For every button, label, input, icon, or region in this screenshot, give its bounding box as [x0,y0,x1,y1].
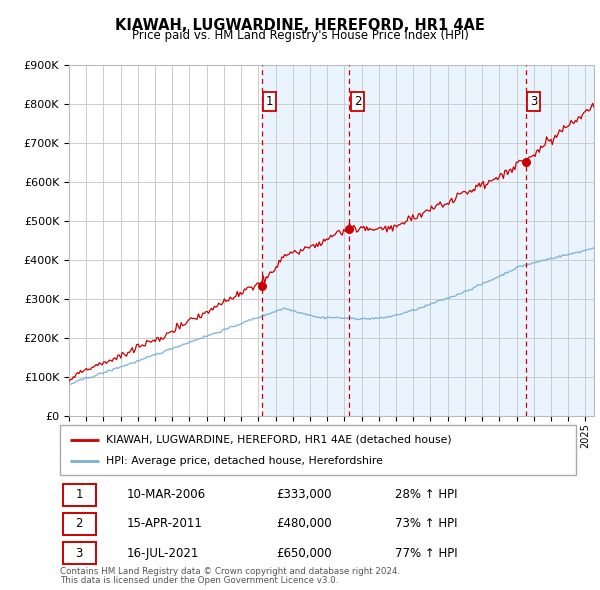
Bar [262,65,594,416]
FancyBboxPatch shape [62,484,96,506]
Text: This data is licensed under the Open Government Licence v3.0.: This data is licensed under the Open Gov… [60,576,338,585]
Text: 2: 2 [354,95,361,108]
Text: Contains HM Land Registry data © Crown copyright and database right 2024.: Contains HM Land Registry data © Crown c… [60,568,400,576]
Text: Price paid vs. HM Land Registry's House Price Index (HPI): Price paid vs. HM Land Registry's House … [131,30,469,42]
Text: 1: 1 [266,95,274,108]
Text: £333,000: £333,000 [277,489,332,502]
Text: 77% ↑ HPI: 77% ↑ HPI [395,546,458,559]
FancyBboxPatch shape [62,513,96,535]
Text: KIAWAH, LUGWARDINE, HEREFORD, HR1 4AE (detached house): KIAWAH, LUGWARDINE, HEREFORD, HR1 4AE (d… [106,435,452,445]
Text: HPI: Average price, detached house, Herefordshire: HPI: Average price, detached house, Here… [106,456,383,466]
FancyBboxPatch shape [62,542,96,564]
Text: 16-JUL-2021: 16-JUL-2021 [127,546,199,559]
Text: 2: 2 [76,517,83,530]
Text: 3: 3 [76,546,83,559]
Text: 1: 1 [76,489,83,502]
Text: KIAWAH, LUGWARDINE, HEREFORD, HR1 4AE: KIAWAH, LUGWARDINE, HEREFORD, HR1 4AE [115,18,485,32]
Text: 10-MAR-2006: 10-MAR-2006 [127,489,206,502]
Text: 3: 3 [530,95,538,108]
Text: £650,000: £650,000 [277,546,332,559]
Text: 73% ↑ HPI: 73% ↑ HPI [395,517,458,530]
Text: 28% ↑ HPI: 28% ↑ HPI [395,489,458,502]
Text: £480,000: £480,000 [277,517,332,530]
Text: 15-APR-2011: 15-APR-2011 [127,517,203,530]
